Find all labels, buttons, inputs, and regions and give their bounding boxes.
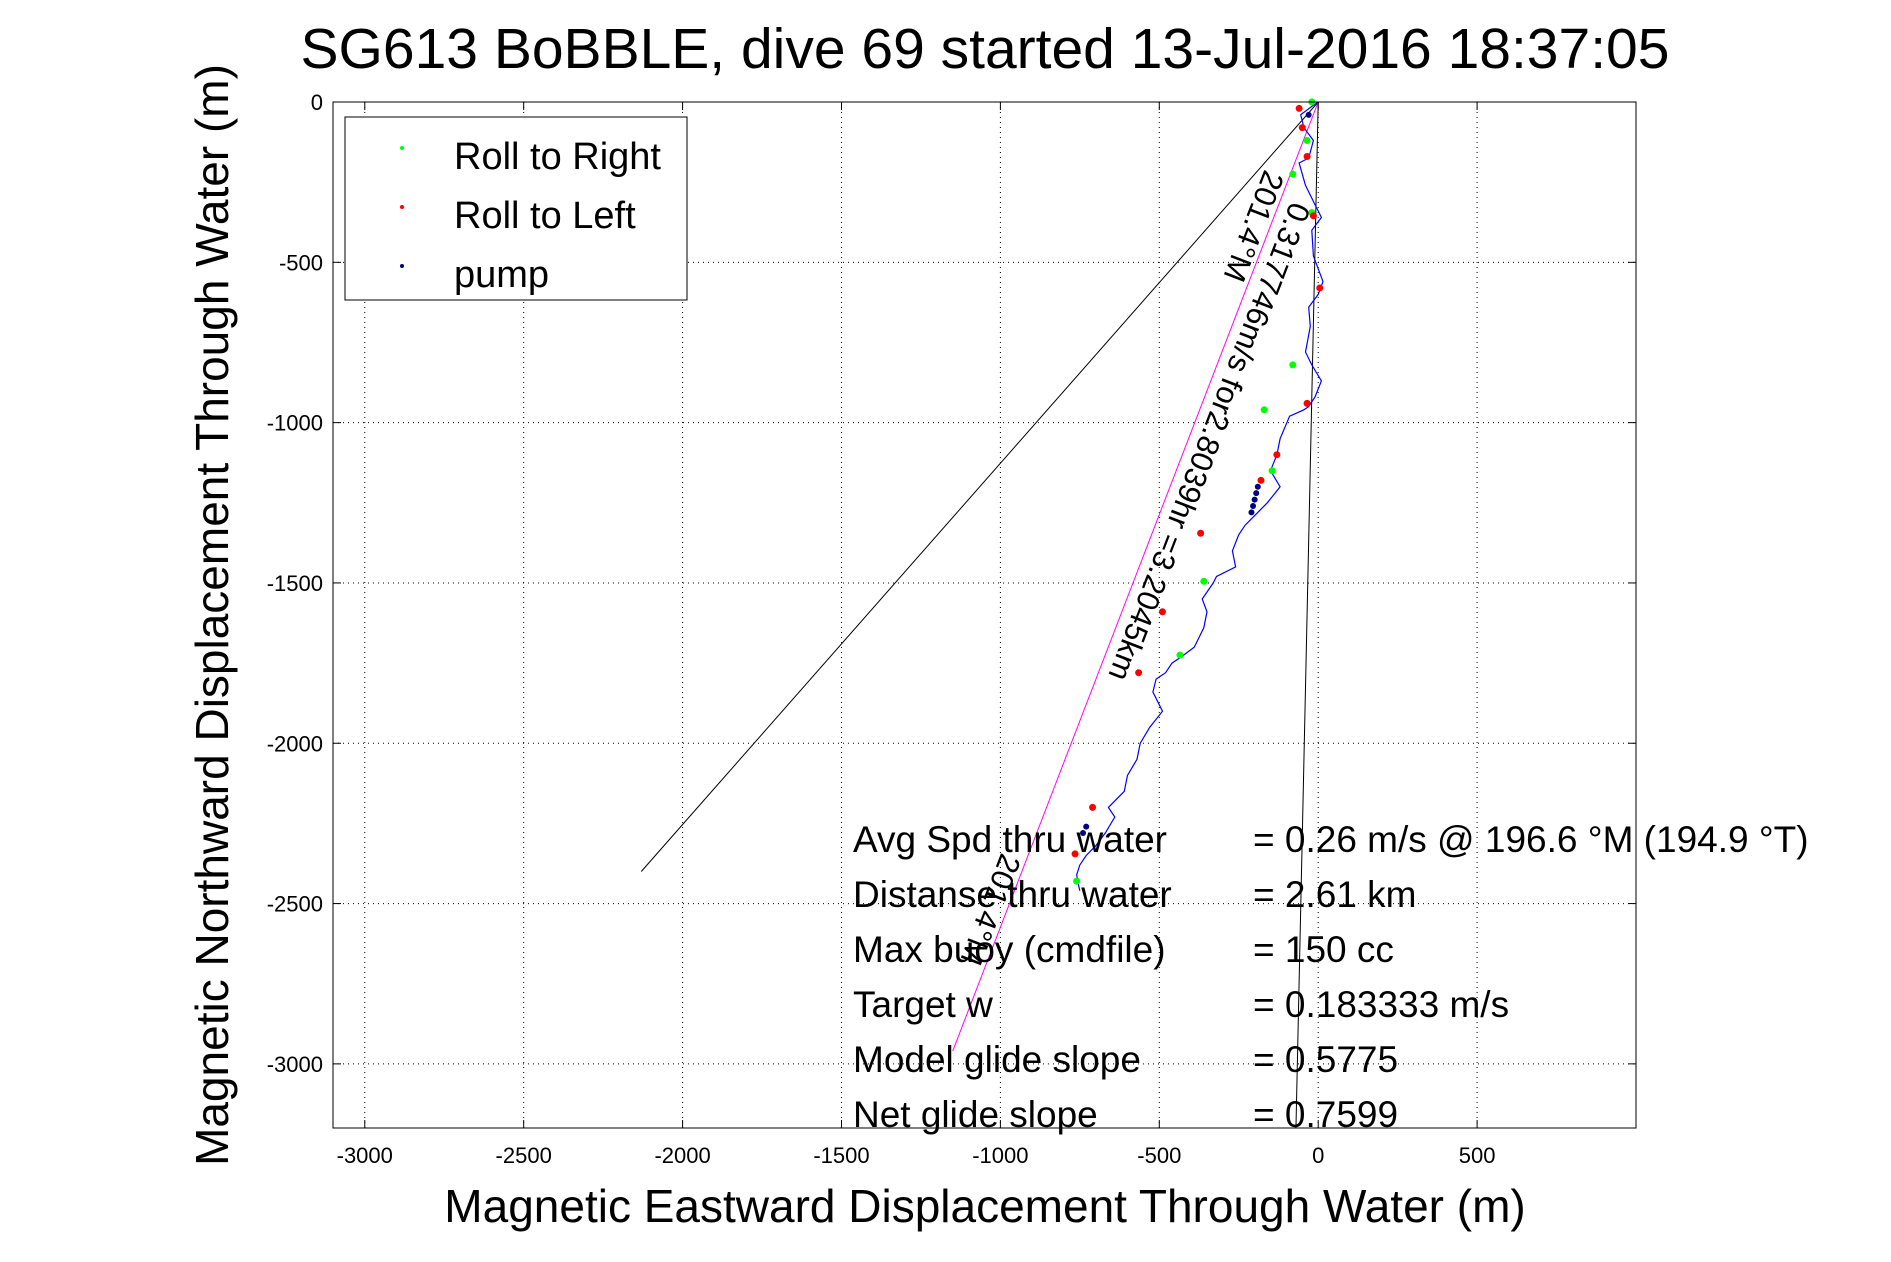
pump-marker [1248, 509, 1255, 516]
pump-marker [1305, 111, 1312, 118]
pump-marker [1080, 830, 1087, 837]
pump-marker [1253, 490, 1260, 497]
roll-left-marker [1135, 669, 1143, 677]
x-tick-label: -500 [1137, 1143, 1181, 1168]
plot-frame [332, 101, 1637, 1129]
legend-label: Roll to Left [454, 195, 636, 237]
roll-left-marker [1303, 153, 1311, 161]
y-axis-label: Magnetic Northward Displacement Through … [186, 64, 238, 1166]
pump-marker [1254, 483, 1261, 490]
roll-left-marker [1295, 104, 1303, 112]
x-tick-label: -3000 [337, 1143, 393, 1168]
roll-left-marker [1273, 451, 1281, 459]
legend-marker [400, 205, 404, 209]
stat-label: Target w [853, 984, 993, 1025]
stat-value: = 150 cc [1253, 929, 1394, 970]
x-tick-label: -2500 [496, 1143, 552, 1168]
legend-marker [400, 146, 404, 150]
roll-left-marker [1071, 850, 1079, 858]
legend-marker [400, 264, 404, 268]
roll-left-marker [1298, 124, 1306, 132]
roll-left-marker [1316, 284, 1324, 292]
roll-right-marker [1176, 651, 1184, 659]
y-tick-label: -3000 [267, 1052, 323, 1077]
stats-block: Avg Spd thru water = 0.26 m/s @ 196.6 °M … [853, 819, 1809, 1135]
roll-right-marker [1260, 406, 1268, 414]
roll-right-marker [1073, 877, 1081, 885]
y-tick-label: 0 [311, 90, 323, 115]
pump-marker [1250, 502, 1257, 509]
legend: Roll to Right Roll to Left pump [344, 116, 688, 301]
reference-line-vertical [1295, 101, 1319, 1129]
x-tick-label: -1000 [972, 1143, 1028, 1168]
track-line [1076, 101, 1324, 891]
roll-left-marker [1089, 803, 1097, 811]
x-axis-label: Magnetic Eastward Displacement Through W… [444, 1180, 1525, 1232]
x-tick-label: 0 [1312, 1143, 1324, 1168]
stat-label: Net glide slope [853, 1094, 1098, 1135]
markers [1071, 98, 1324, 885]
x-tick-label: -2000 [654, 1143, 710, 1168]
roll-right-marker [1303, 136, 1311, 144]
chart-title: SG613 BoBBLE, dive 69 started 13-Jul-201… [301, 17, 1670, 81]
roll-left-marker [1309, 212, 1317, 220]
y-tick-label: -1500 [267, 571, 323, 596]
pump-marker [1083, 823, 1090, 830]
stat-value: = 0.5775 [1253, 1039, 1398, 1080]
roll-right-marker [1200, 577, 1208, 585]
axis-ticks: -3000 -2500 -2000 -1500 -1000 -500 0 500 0 -500 -1… [267, 90, 1636, 1168]
y-tick-label: -1000 [267, 411, 323, 436]
stat-value: = 0.183333 m/s [1253, 984, 1509, 1025]
stat-label: Max buoy (cmdfile) [853, 929, 1166, 970]
pump-marker [1251, 496, 1258, 503]
roll-right-marker [1268, 467, 1276, 475]
x-tick-label: -1500 [813, 1143, 869, 1168]
legend-label: pump [454, 254, 549, 296]
legend-label: Roll to Right [454, 136, 661, 178]
roll-left-marker [1303, 399, 1311, 407]
stat-label: Model glide slope [853, 1039, 1141, 1080]
y-tick-label: -2500 [267, 892, 323, 917]
roll-right-marker [1289, 170, 1297, 178]
stat-label: Avg Spd thru water [853, 819, 1167, 860]
reference-line-left [640, 101, 1319, 872]
heading-line [952, 101, 1319, 1052]
stat-label: Distanse thru water [853, 874, 1172, 915]
stat-value: = 2.61 km [1253, 874, 1417, 915]
series-lines [640, 101, 1324, 1129]
roll-left-marker [1257, 476, 1265, 484]
y-tick-label: -2000 [267, 731, 323, 756]
roll-left-marker [1158, 608, 1166, 616]
rate-annotation: 0.317746m/s for2.8039hr =3.2045km [1101, 198, 1317, 686]
stat-value: = 0.7599 [1253, 1094, 1398, 1135]
y-tick-label: -500 [279, 250, 323, 275]
roll-right-marker [1289, 361, 1297, 369]
stat-value: = 0.26 m/s @ 196.6 °M (194.9 °T) [1253, 819, 1809, 860]
x-tick-label: 500 [1459, 1143, 1496, 1168]
roll-left-marker [1197, 529, 1205, 537]
